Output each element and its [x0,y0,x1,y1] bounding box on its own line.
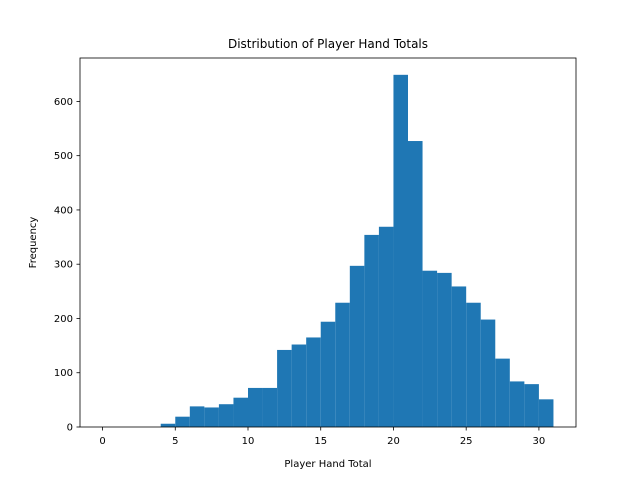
histogram-bar-17 [349,265,365,427]
histogram-bar-5 [175,416,190,427]
y-tick-label: 200 [54,314,73,325]
histogram-bar-23 [437,272,452,427]
histogram-bar-25 [466,302,481,427]
y-tick-label: 100 [54,368,73,379]
y-tick-label: 0 [67,423,73,434]
histogram-bar-18 [364,234,379,427]
histogram-bar-30 [538,399,554,427]
histogram-bar-10 [248,387,263,427]
plot-frame [79,57,577,428]
histogram-bar-4 [160,423,176,427]
histogram-bar-29 [524,384,539,427]
histogram-bar-11 [262,387,278,427]
histogram-bar-12 [277,349,292,427]
histogram-bar-24 [451,286,467,427]
x-tick-label: 15 [314,436,327,447]
histogram-bar-28 [509,381,525,427]
x-tick-label: 20 [387,436,400,447]
y-tick-label: 500 [54,151,73,162]
histogram-bar-16 [335,302,350,427]
x-tick-label: 5 [172,436,178,447]
x-tick-label: 10 [242,436,255,447]
histogram-bar-14 [306,337,321,427]
y-tick-label: 400 [54,205,73,216]
histogram-bar-20 [393,74,408,428]
histogram-bar-6 [189,406,205,427]
histogram-bar-19 [378,226,394,427]
y-axis-ticks: 0 100 200 300 400 500 600 [54,97,80,434]
x-axis-label: Player Hand Total [284,459,371,470]
histogram-bar-15 [320,321,336,427]
histogram-bars [160,74,554,428]
y-tick-label: 300 [54,260,73,271]
y-tick-label: 600 [54,97,73,108]
histogram-bar-26 [480,319,496,427]
x-axis-ticks: 0 5 10 15 20 25 30 [99,427,545,447]
histogram-bar-9 [233,397,248,427]
y-axis-label: Frequency [28,217,39,269]
chart-title: Distribution of Player Hand Totals [228,37,428,51]
histogram-bar-21 [408,141,423,427]
histogram-bar-27 [495,358,510,427]
x-tick-label: 0 [99,436,105,447]
histogram-bar-8 [218,404,234,427]
histogram-bar-22 [422,270,438,427]
x-tick-label: 25 [460,436,473,447]
histogram-bar-13 [291,344,307,427]
histogram-bar-7 [204,407,219,427]
x-tick-label: 30 [533,436,546,447]
